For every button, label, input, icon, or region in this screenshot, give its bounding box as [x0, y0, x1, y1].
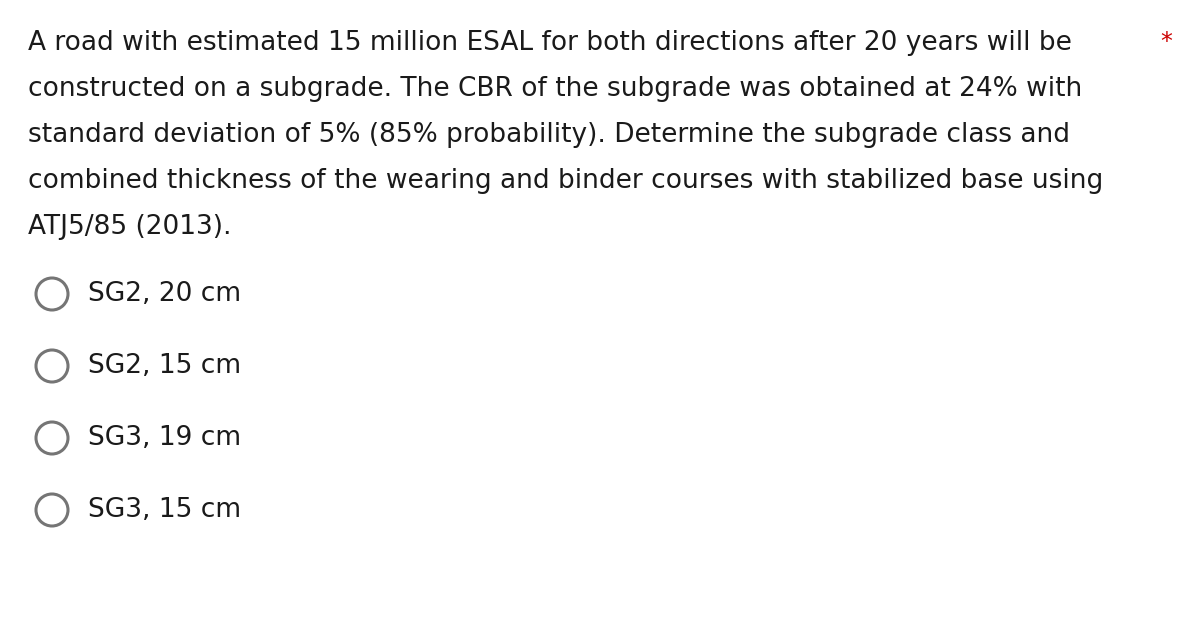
Text: constructed on a subgrade. The CBR of the subgrade was obtained at 24% with: constructed on a subgrade. The CBR of th…: [28, 76, 1082, 102]
Text: SG3, 19 cm: SG3, 19 cm: [88, 425, 241, 451]
Text: standard deviation of 5% (85% probability). Determine the subgrade class and: standard deviation of 5% (85% probabilit…: [28, 122, 1070, 148]
Text: combined thickness of the wearing and binder courses with stabilized base using: combined thickness of the wearing and bi…: [28, 168, 1103, 194]
Text: SG2, 20 cm: SG2, 20 cm: [88, 281, 241, 307]
Text: SG2, 15 cm: SG2, 15 cm: [88, 353, 241, 379]
Text: *: *: [1160, 30, 1172, 54]
Text: SG3, 15 cm: SG3, 15 cm: [88, 497, 241, 523]
Text: ATJ5/85 (2013).: ATJ5/85 (2013).: [28, 214, 232, 240]
Text: A road with estimated 15 million ESAL for both directions after 20 years will be: A road with estimated 15 million ESAL fo…: [28, 30, 1072, 56]
